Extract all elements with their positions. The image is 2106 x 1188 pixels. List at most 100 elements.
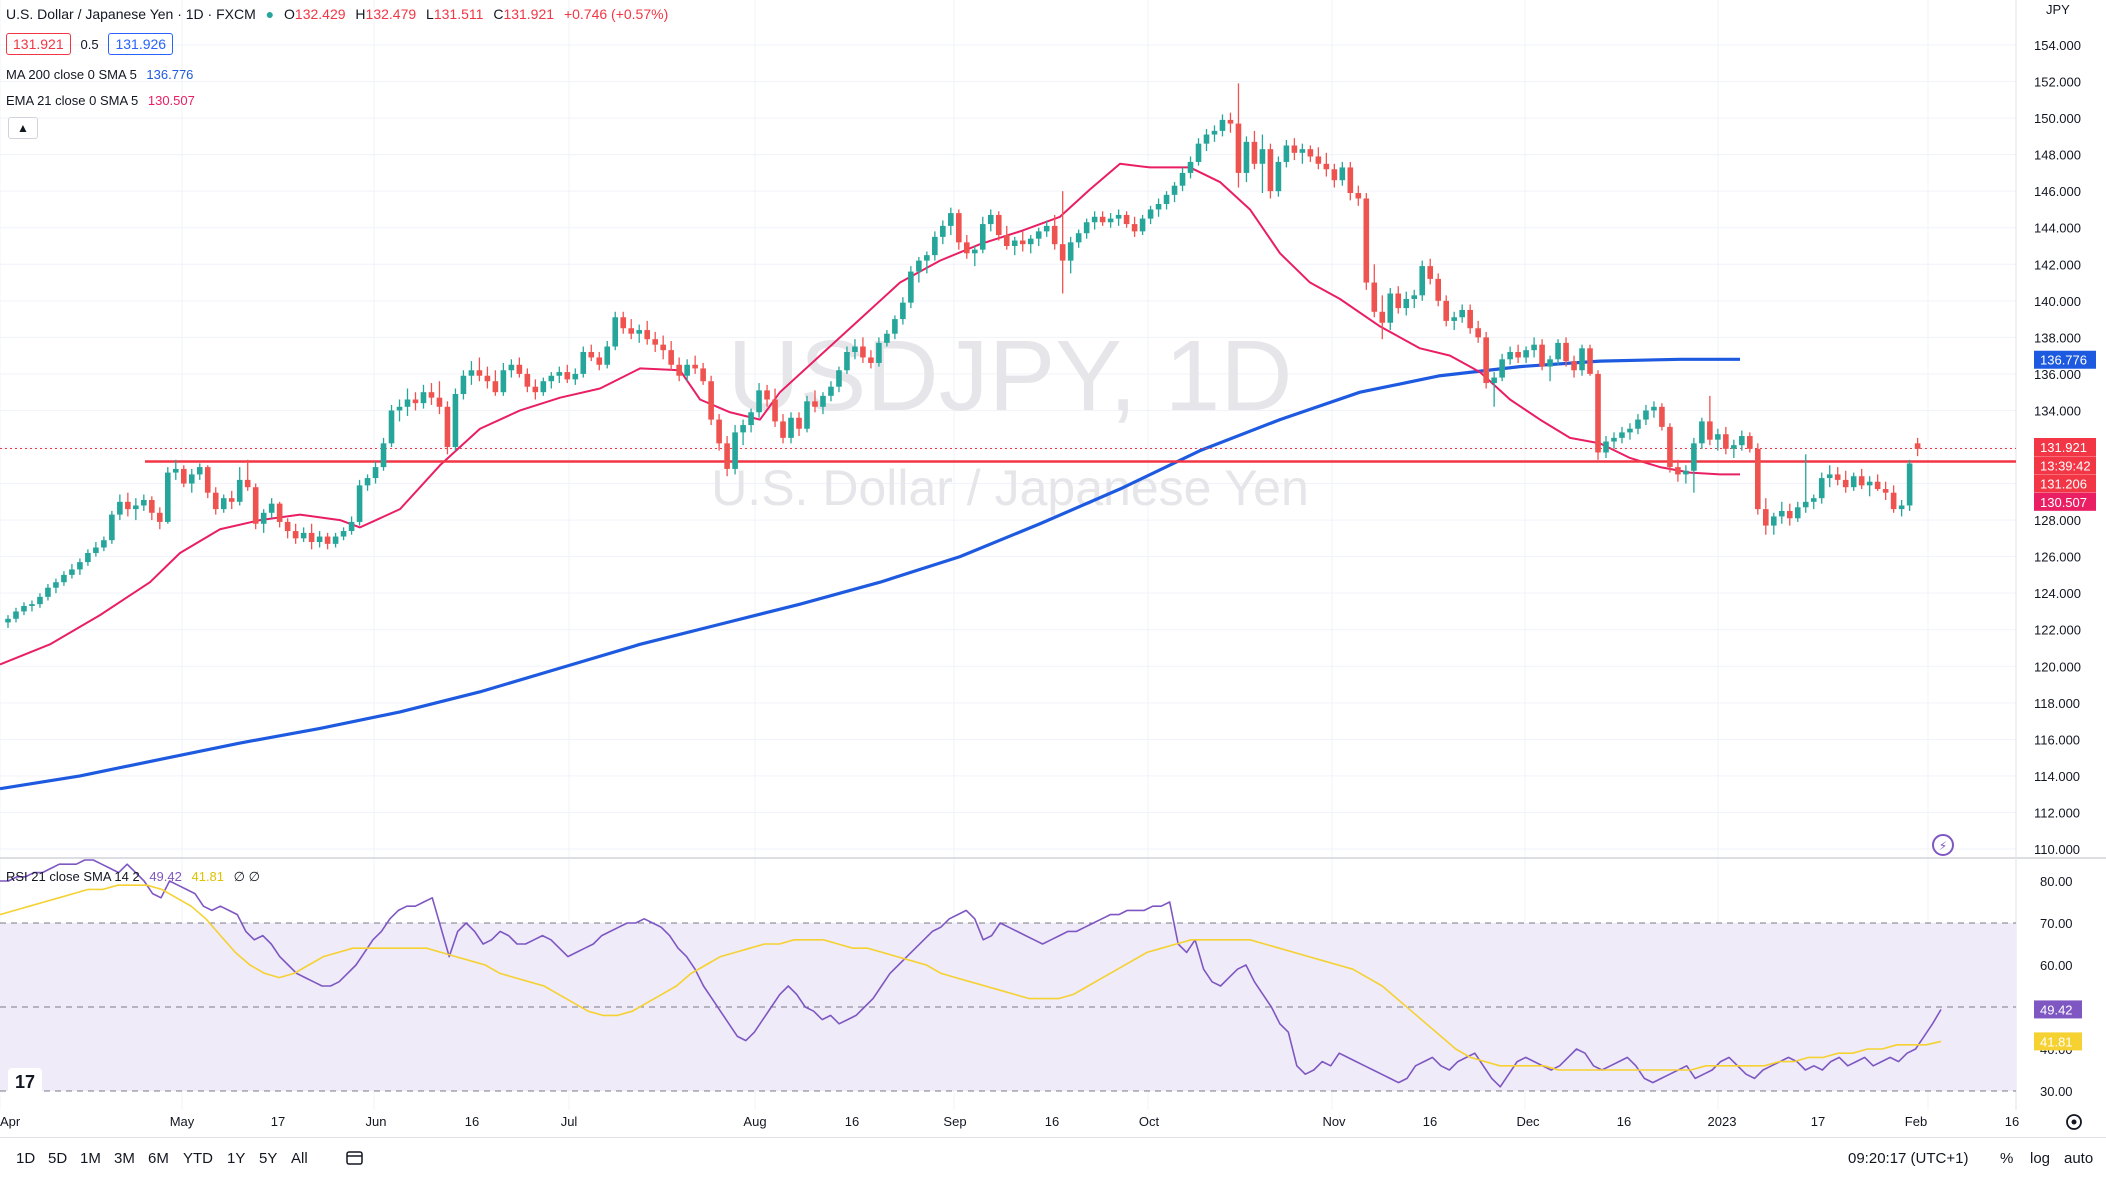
candle-body bbox=[948, 213, 954, 226]
candle-body bbox=[380, 443, 387, 468]
candle-body bbox=[532, 386, 539, 393]
candle-body bbox=[1778, 510, 1785, 517]
candles-layer bbox=[5, 83, 1921, 628]
candle-body bbox=[5, 618, 11, 623]
rsi-legend[interactable]: RSI 21 close SMA 14 2 49.42 41.81 ∅ ∅ bbox=[6, 869, 266, 885]
range-button-6m[interactable]: 6M bbox=[148, 1150, 169, 1167]
candle-body bbox=[1627, 428, 1633, 433]
log-toggle[interactable]: log bbox=[2030, 1150, 2051, 1167]
collapse-legend-button[interactable]: ▲ bbox=[8, 117, 38, 139]
range-button-5y[interactable]: 5Y bbox=[259, 1150, 278, 1167]
candle-body bbox=[348, 521, 355, 532]
range-button-all[interactable]: All bbox=[291, 1150, 308, 1167]
settings-gear-icon[interactable] bbox=[2066, 1114, 2082, 1130]
time-tick-label: Feb bbox=[1905, 1114, 1927, 1129]
candle-body bbox=[876, 342, 882, 363]
ma200-polyline bbox=[0, 357, 1740, 791]
price-flag-label: 13:39:42 bbox=[2040, 458, 2091, 473]
candle-body bbox=[1283, 145, 1290, 162]
candle-body bbox=[141, 499, 147, 506]
price-flag bbox=[2034, 350, 2096, 369]
candle-body bbox=[1731, 445, 1737, 449]
ohlc-change: +0.746 (+0.57%) bbox=[563, 6, 669, 22]
candle-body bbox=[868, 357, 874, 363]
candle-body bbox=[1339, 167, 1346, 181]
ma200-legend[interactable]: MA 200 close 0 SMA 5 136.776 bbox=[6, 67, 199, 82]
price-tick-label: 150.000 bbox=[2034, 111, 2081, 126]
chart-canvas[interactable]: USDJPY, 1D U.S. Dollar / Japanese Yen 15… bbox=[0, 0, 2106, 1137]
candle-body bbox=[1619, 432, 1625, 438]
sell-button[interactable]: 131.921 bbox=[6, 33, 71, 55]
ema21-value: 130.507 bbox=[147, 93, 195, 108]
candle-body bbox=[1874, 481, 1881, 490]
price-flag-label: 131.921 bbox=[2040, 440, 2087, 455]
candle-body bbox=[500, 370, 507, 393]
candle-body bbox=[236, 479, 243, 502]
range-button-1y[interactable]: 1Y bbox=[227, 1150, 246, 1167]
candle-body bbox=[101, 540, 107, 548]
candle-body bbox=[1707, 421, 1713, 440]
clock-display[interactable]: 09:20:17 (UTC+1) bbox=[1848, 1150, 1969, 1167]
range-button-ytd[interactable]: YTD bbox=[183, 1150, 213, 1167]
range-button-3m[interactable]: 3M bbox=[114, 1150, 135, 1167]
candle-body bbox=[1371, 282, 1378, 312]
candle-body bbox=[1315, 156, 1322, 164]
candle-body bbox=[1083, 222, 1090, 234]
candle-body bbox=[828, 386, 834, 396]
candle-body bbox=[204, 467, 211, 493]
candle-body bbox=[244, 479, 251, 488]
candle-body bbox=[1699, 421, 1705, 444]
candle-body bbox=[612, 317, 619, 347]
candle-body bbox=[644, 330, 650, 340]
candle-body bbox=[1794, 507, 1801, 519]
candle-body bbox=[1227, 119, 1234, 124]
candle-body bbox=[1107, 218, 1114, 223]
date-range-icon[interactable] bbox=[345, 1150, 365, 1170]
range-button-1d[interactable]: 1D bbox=[16, 1150, 36, 1167]
candle-body bbox=[1219, 119, 1226, 131]
rsi-polyline bbox=[0, 859, 1942, 1088]
candle-body bbox=[1651, 406, 1657, 411]
candle-body bbox=[1267, 149, 1274, 192]
percent-toggle[interactable]: % bbox=[2000, 1150, 2014, 1167]
time-axis: Apr May 17 Jun 16 Jul Aug 16 Sep 16 Oct Nov 16 Dec 16 2… bbox=[0, 1114, 2019, 1129]
range-button-5d[interactable]: 5D bbox=[48, 1150, 68, 1167]
candle-body bbox=[1914, 443, 1921, 449]
candle-body bbox=[628, 328, 635, 334]
candle-body bbox=[1459, 309, 1465, 318]
symbol-title[interactable]: U.S. Dollar / Japanese Yen · 1D · FXCM bbox=[6, 6, 256, 22]
candle-body bbox=[404, 399, 411, 407]
candle-body bbox=[1595, 373, 1601, 453]
candle-body bbox=[716, 419, 722, 444]
currency-label[interactable]: JPY bbox=[2046, 2, 2070, 17]
candle-body bbox=[165, 472, 171, 522]
candle-body bbox=[13, 611, 19, 619]
range-button-1m[interactable]: 1M bbox=[80, 1150, 101, 1167]
auto-toggle[interactable]: auto bbox=[2064, 1150, 2094, 1167]
candle-body bbox=[1195, 143, 1202, 162]
ema21-label: EMA 21 close 0 SMA 5 bbox=[6, 93, 139, 108]
price-flag-label: 136.776 bbox=[2040, 353, 2087, 368]
buy-button[interactable]: 131.926 bbox=[108, 33, 174, 55]
candle-body bbox=[1363, 198, 1370, 283]
time-tick-label: 17 bbox=[1811, 1114, 1825, 1129]
candle-body bbox=[1155, 203, 1162, 210]
candle-body bbox=[596, 357, 603, 365]
candle-body bbox=[468, 370, 475, 376]
candle-body bbox=[1515, 351, 1521, 358]
candle-body bbox=[1723, 434, 1729, 449]
replay-icon[interactable]: ⚡ bbox=[1932, 834, 1954, 856]
candle-body bbox=[676, 364, 682, 376]
candle-body bbox=[1171, 185, 1178, 195]
candle-body bbox=[1451, 317, 1457, 321]
candle-body bbox=[844, 351, 850, 371]
candle-body bbox=[1067, 242, 1074, 261]
candle-body bbox=[1051, 225, 1058, 245]
candle-body bbox=[420, 392, 427, 404]
candle-body bbox=[1235, 123, 1242, 173]
ema21-legend[interactable]: EMA 21 close 0 SMA 5 130.507 bbox=[6, 93, 201, 108]
candle-body bbox=[157, 512, 163, 522]
candle-body bbox=[1139, 218, 1146, 232]
candle-body bbox=[1179, 172, 1186, 186]
candle-body bbox=[284, 521, 291, 532]
